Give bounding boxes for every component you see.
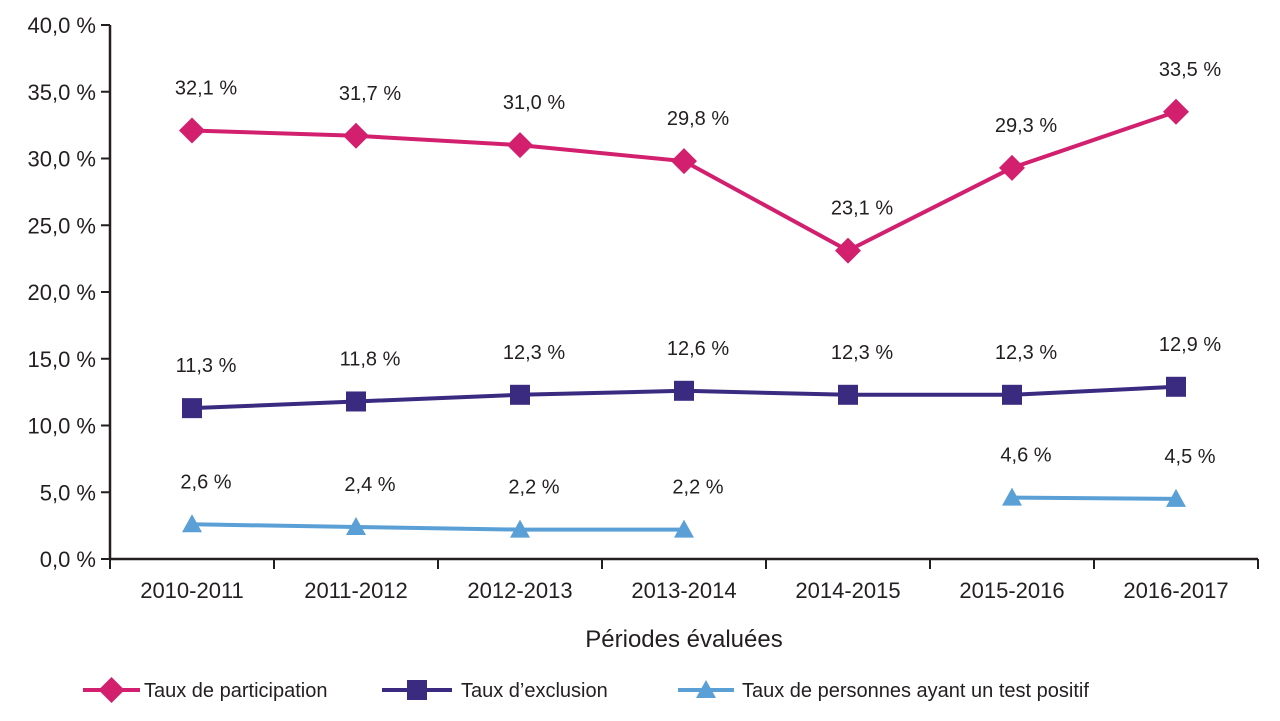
data-point-triangle (346, 516, 366, 535)
data-label: 12,3 % (831, 342, 893, 364)
data-label: 2,2 % (508, 477, 559, 499)
data-point-triangle (674, 519, 694, 538)
legend-item: Taux d’exclusion (382, 680, 608, 702)
y-tick-label: 15,0 % (28, 347, 97, 372)
legend-marker-triangle (696, 680, 716, 698)
y-tick-label: 25,0 % (28, 213, 97, 238)
legend-marker-square (407, 680, 427, 700)
data-label: 12,3 % (995, 342, 1057, 364)
data-point-diamond (507, 132, 533, 159)
legend: Taux de participation Taux d’exclusion Tau… (83, 677, 1089, 703)
x-tick-label: 2011-2012 (304, 578, 408, 603)
x-tick-label: 2015-2016 (959, 578, 1064, 603)
data-label: 31,0 % (503, 92, 565, 114)
y-tick-label: 5,0 % (40, 480, 96, 505)
x-tick-label: 2013-2014 (631, 578, 736, 603)
data-point-diamond (999, 154, 1025, 181)
x-axis-title: Périodes évaluées (585, 626, 782, 653)
data-point-triangle (182, 514, 202, 533)
data-label: 2,2 % (672, 477, 723, 499)
data-point-square (838, 384, 858, 405)
x-tick-label: 2014-2015 (795, 578, 900, 603)
data-point-triangle (1002, 487, 1022, 506)
legend-item: Taux de participation (83, 677, 327, 703)
x-tick-label: 2010-2011 (140, 578, 244, 603)
y-tick-label: 0,0 % (40, 547, 96, 572)
legend-label: Taux de participation (144, 680, 327, 702)
data-point-square (674, 380, 694, 401)
data-point-square (182, 398, 202, 419)
legend-item: Taux de personnes ayant un test positif (678, 680, 1089, 702)
data-point-square (510, 384, 530, 405)
data-label: 4,5 % (1164, 446, 1215, 468)
data-point-diamond (343, 122, 369, 149)
data-label: 11,3 % (176, 355, 237, 377)
y-tick-label: 35,0 % (28, 80, 97, 105)
data-point-diamond (179, 117, 205, 144)
data-point-triangle (510, 519, 530, 538)
legend-label: Taux de personnes ayant un test positif (742, 680, 1089, 702)
series-line-2 (191, 522, 684, 532)
data-label: 2,4 % (344, 474, 395, 496)
data-labels: 32,1 % 31,7 % 31,0 % 29,8 % 23,1 % 29,3 % 33,5… (175, 59, 1221, 499)
data-point-diamond (835, 237, 861, 264)
data-label: 11,8 % (340, 348, 401, 370)
data-label: 32,1 % (175, 77, 237, 99)
data-point-diamond (671, 148, 697, 175)
data-point-square (1002, 384, 1022, 405)
legend-label: Taux d’exclusion (461, 680, 608, 702)
data-point-triangle (1166, 488, 1186, 507)
y-tick-label: 10,0 % (28, 414, 97, 439)
data-point-square (346, 391, 366, 412)
data-label: 23,1 % (831, 198, 893, 220)
data-point-square (1166, 376, 1186, 397)
y-tick-label: 40,0 % (28, 13, 97, 38)
series-lines (191, 109, 1177, 532)
y-tick-label: 20,0 % (28, 280, 97, 305)
chart-axes: 0,0 % 5,0 % 10,0 % 15,0 % 20,0 % 25,0 % 30,0 %… (28, 13, 1259, 603)
series-markers (179, 98, 1189, 538)
data-label: 4,6 % (1000, 445, 1051, 467)
data-point-diamond (1163, 98, 1189, 125)
data-label: 12,9 % (1159, 334, 1221, 356)
data-label: 12,3 % (503, 342, 565, 364)
legend-marker-diamond (98, 677, 125, 703)
x-tick-label: 2016-2017 (1123, 578, 1228, 603)
data-label: 29,8 % (667, 108, 729, 130)
data-label: 33,5 % (1159, 59, 1221, 81)
data-label: 12,6 % (667, 338, 729, 360)
series-line-2 (1011, 495, 1177, 501)
data-label: 29,3 % (995, 115, 1057, 137)
data-label: 2,6 % (180, 471, 231, 493)
x-tick-label: 2012-2013 (467, 578, 572, 603)
data-label: 31,7 % (339, 83, 401, 105)
y-tick-label: 30,0 % (28, 147, 97, 172)
